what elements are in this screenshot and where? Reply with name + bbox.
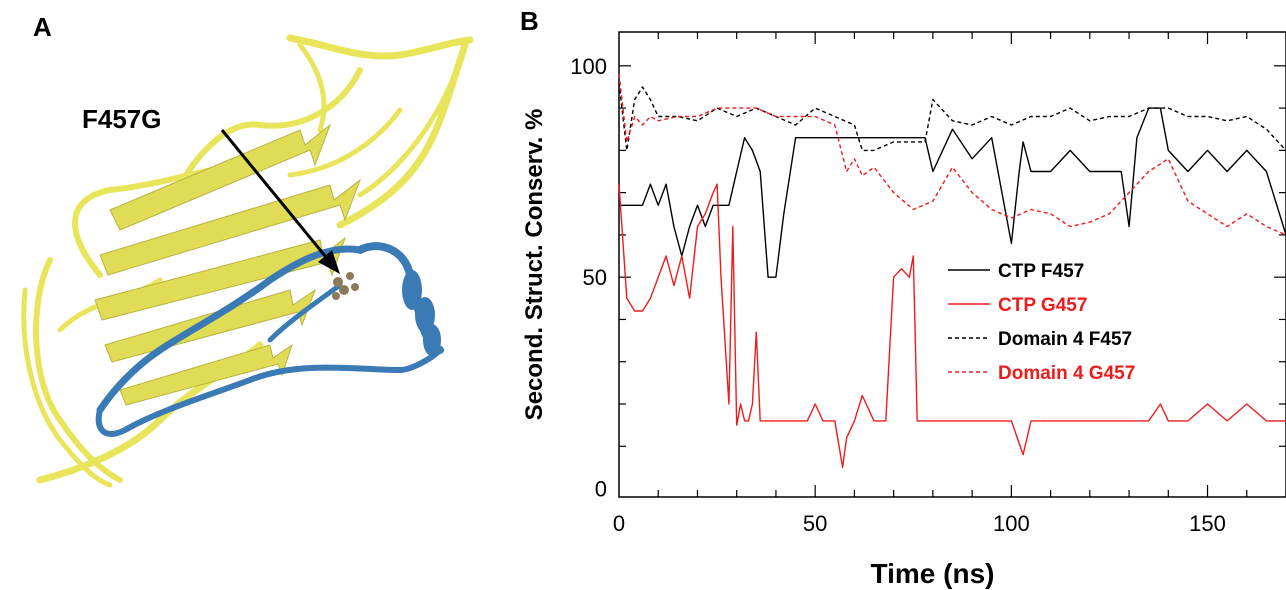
series-line-3 (618, 74, 1286, 236)
series-line-1 (618, 183, 1286, 469)
mutated-residue (332, 272, 359, 300)
chart-series (618, 74, 1286, 469)
plot-frame (618, 31, 1286, 498)
chart-legend: CTP F457 CTP G457 Domain 4 F457 Domain 4 G4… (948, 261, 1135, 384)
x-tick-label: 0 (613, 511, 625, 536)
legend-label-1: CTP G457 (998, 295, 1087, 316)
series-line-2 (618, 82, 1286, 152)
panel-b-label: B (520, 6, 539, 36)
series-line-0 (619, 107, 1286, 278)
yellow-beta-sheet (94, 123, 362, 406)
mutation-label: F457G (82, 104, 162, 134)
mutation-arrow (220, 129, 340, 274)
x-tick-label: 100 (993, 511, 1030, 536)
x-axis-label: Time (ns) (871, 558, 995, 589)
legend-label-0: CTP F457 (998, 261, 1084, 282)
panel-a-label: A (33, 12, 52, 42)
x-tick-label: 50 (803, 511, 827, 536)
y-tick-label: 0 (595, 477, 607, 502)
blue-helix (402, 270, 441, 356)
y-tick-label: 100 (570, 54, 607, 79)
legend-label-3: Domain 4 G457 (998, 363, 1135, 384)
legend-label-2: Domain 4 F457 (998, 329, 1132, 350)
y-axis-label: Second. Struct. Conserv. % (521, 109, 548, 421)
chart-axes: 0 50 100 150 0 50 100 (570, 31, 1286, 536)
protein-structure-illustration: F457G (21, 34, 474, 488)
y-tick-label: 50 (583, 265, 607, 290)
x-tick-label: 150 (1189, 511, 1226, 536)
